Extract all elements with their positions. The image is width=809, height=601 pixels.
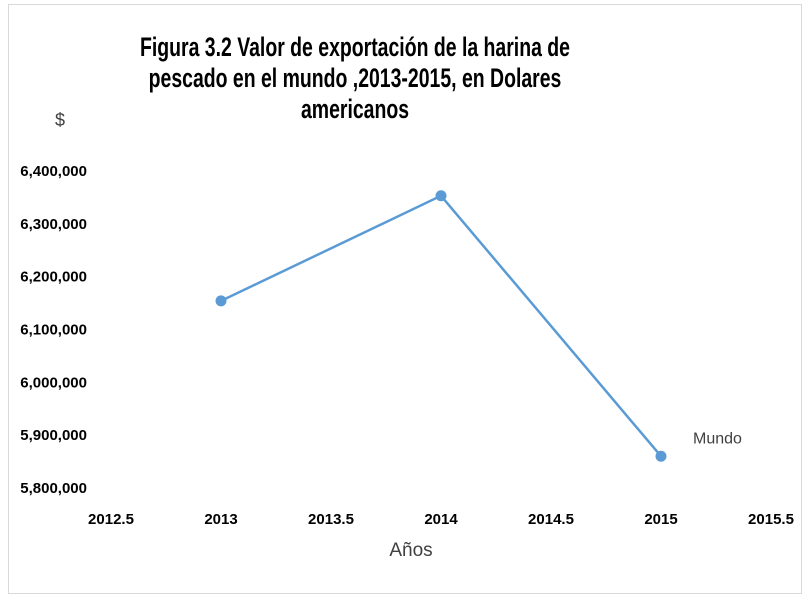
y-tick-label: 5,800,000 bbox=[20, 480, 87, 497]
x-tick-label: 2014.5 bbox=[528, 511, 574, 528]
chart-frame bbox=[8, 4, 802, 594]
x-tick-label: 2015.5 bbox=[748, 511, 794, 528]
data-point bbox=[435, 190, 447, 202]
x-tick-label: 2013 bbox=[204, 511, 237, 528]
y-axis-label: $ bbox=[55, 110, 65, 130]
data-point bbox=[655, 450, 667, 462]
y-tick-label: 6,000,000 bbox=[20, 374, 87, 391]
y-tick-label: 6,200,000 bbox=[20, 269, 87, 286]
y-tick-label: 6,300,000 bbox=[20, 216, 87, 233]
y-tick-label: 5,900,000 bbox=[20, 427, 87, 444]
x-axis-label: Años bbox=[389, 540, 432, 561]
x-tick-label: 2014 bbox=[424, 511, 458, 528]
x-tick-label: 2015 bbox=[644, 511, 677, 528]
data-point bbox=[215, 295, 227, 307]
y-tick-label: 6,100,000 bbox=[20, 321, 87, 338]
x-tick-label: 2012.5 bbox=[88, 511, 134, 528]
series-label: Mundo bbox=[693, 430, 742, 447]
chart-title: Figura 3.2 Valor de exportación de la ha… bbox=[140, 32, 570, 124]
series-line bbox=[220, 194, 662, 458]
x-tick-label: 2013.5 bbox=[308, 511, 354, 528]
y-tick-label: 6,400,000 bbox=[20, 163, 87, 180]
